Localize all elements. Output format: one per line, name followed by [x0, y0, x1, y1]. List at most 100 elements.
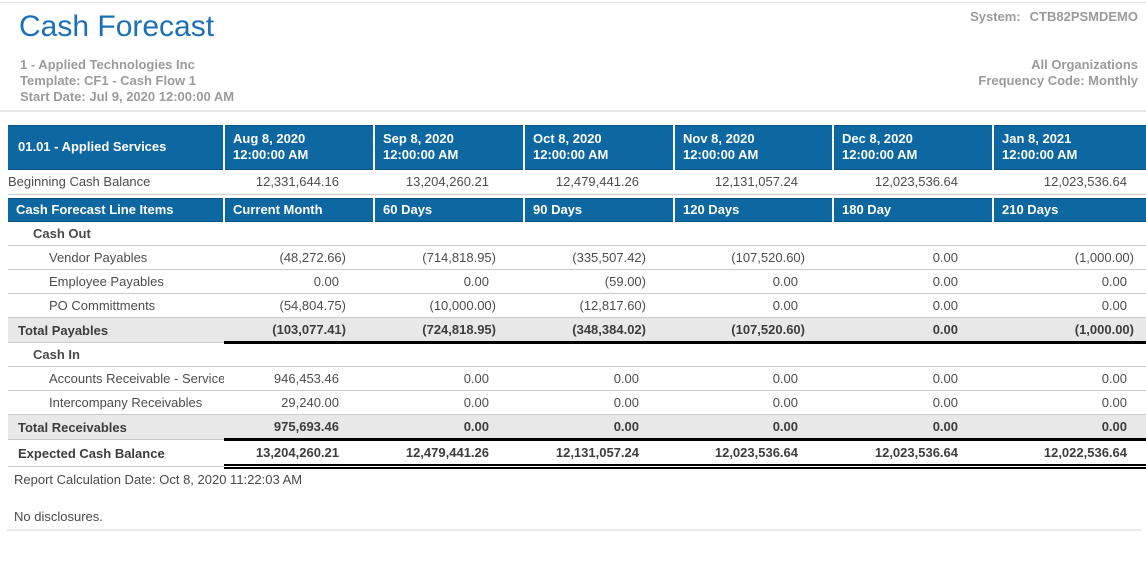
period-date: Sep 8, 2020 — [383, 131, 454, 146]
cell-value: (107,520.60) — [674, 317, 833, 344]
cell-value: 0.00 — [674, 366, 833, 391]
cell-value: 0.00 — [674, 414, 833, 441]
cell-value: 0.00 — [374, 414, 524, 441]
line-item-row: Cash Out — [8, 221, 1146, 246]
cell-value: 0.00 — [833, 293, 993, 318]
cell-value: 0.00 — [993, 390, 1146, 415]
cell-value: 0.00 — [993, 293, 1146, 318]
period-time: 12:00:00 AM — [1002, 147, 1078, 162]
system-value: CTB82PSMDEMO — [1029, 9, 1138, 24]
top-divider — [0, 2, 1146, 3]
period-column-header: Aug 8, 2020 12:00:00 AM — [223, 125, 374, 170]
cell-value: 0.00 — [833, 317, 993, 344]
cell-value: 975,693.46 — [224, 414, 374, 441]
cell-value: (714,818.95) — [374, 245, 524, 270]
cell-value: 0.00 — [674, 390, 833, 415]
line-item-row: Accounts Receivable - Service 946,453.46 0… — [8, 366, 1146, 391]
cell-value: 12,023,536.64 — [833, 439, 993, 469]
line-item-row: Cash In — [8, 342, 1146, 367]
cell-value: 0.00 — [524, 414, 674, 441]
period-time: 12:00:00 AM — [533, 147, 609, 162]
cell-value: 0.00 — [524, 390, 674, 415]
line-item-row: Total Receivables 975,693.46 0.00 0.00 0.00 0… — [8, 414, 1146, 441]
period-time: 12:00:00 AM — [233, 147, 309, 162]
group-header-cell: 01.01 - Applied Services — [8, 125, 224, 170]
page-title: Cash Forecast — [19, 10, 215, 43]
period-time: 12:00:00 AM — [383, 147, 459, 162]
column-header-120-days: 120 Days — [673, 198, 833, 222]
system-line: System: CTB82PSMDEMO — [970, 9, 1138, 25]
cell-value: 0.00 — [674, 269, 833, 294]
bottom-divider — [7, 529, 1141, 531]
cell-value: 12,331,644.16 — [224, 169, 374, 195]
cell-value: (59.00) — [524, 269, 674, 294]
cell-value: 0.00 — [993, 366, 1146, 391]
column-header-60-days: 60 Days — [373, 198, 524, 222]
line-items-table: Cash Forecast Line Items Current Month 6… — [8, 198, 1146, 469]
cell-value: (107,520.60) — [674, 245, 833, 270]
start-date-line: Start Date: Jul 9, 2020 12:00:00 AM — [20, 89, 235, 104]
row-label: Expected Cash Balance — [8, 439, 224, 467]
frequency-line: Frequency Code: Monthly — [978, 73, 1138, 88]
report-subtitle-block: 1 - Applied Technologies Inc Template: C… — [20, 57, 234, 105]
cell-value — [524, 342, 674, 367]
row-label: Employee Payables — [8, 269, 224, 294]
period-header-row: 01.01 - Applied Services Aug 8, 2020 12:… — [8, 125, 1146, 170]
cell-value: 0.00 — [833, 366, 993, 391]
period-table: 01.01 - Applied Services Aug 8, 2020 12:… — [8, 125, 1146, 195]
cell-value — [224, 342, 374, 367]
beginning-balance-row: Beginning Cash Balance 12,331,644.16 13,… — [8, 169, 1146, 195]
disclosures-note: No disclosures. — [14, 509, 103, 524]
row-label: Beginning Cash Balance — [8, 169, 224, 195]
period-column-header: Sep 8, 2020 12:00:00 AM — [373, 125, 524, 170]
period-date: Aug 8, 2020 — [233, 131, 306, 146]
period-column-header: Oct 8, 2020 12:00:00 AM — [523, 125, 674, 170]
period-date: Nov 8, 2020 — [683, 131, 755, 146]
cell-value — [224, 221, 374, 246]
cell-value — [993, 221, 1146, 246]
cell-value: 13,204,260.21 — [374, 169, 524, 195]
column-header-90-days: 90 Days — [523, 198, 674, 222]
row-label: Cash Out — [8, 221, 224, 246]
column-header-210-days: 210 Days — [992, 198, 1146, 222]
period-time: 12:00:00 AM — [683, 147, 759, 162]
cell-value: 0.00 — [524, 366, 674, 391]
cell-value — [833, 342, 993, 367]
company-line: 1 - Applied Technologies Inc — [20, 57, 195, 72]
cell-value: 0.00 — [374, 366, 524, 391]
cell-value: (335,507.42) — [524, 245, 674, 270]
row-label: Total Receivables — [8, 414, 224, 440]
period-date: Oct 8, 2020 — [533, 131, 602, 146]
cell-value: 0.00 — [993, 269, 1146, 294]
cell-value: 0.00 — [833, 269, 993, 294]
line-item-row: PO Committments (54,804.75) (10,000.00) (12… — [8, 293, 1146, 318]
cell-value: 0.00 — [833, 390, 993, 415]
period-column-header: Dec 8, 2020 12:00:00 AM — [832, 125, 993, 170]
period-column-header: Nov 8, 2020 12:00:00 AM — [673, 125, 833, 170]
cell-value: 0.00 — [833, 414, 993, 441]
cell-value: (48,272.66) — [224, 245, 374, 270]
report-scope-block: All Organizations Frequency Code: Monthl… — [978, 57, 1138, 89]
forecast-table: 01.01 - Applied Services Aug 8, 2020 12:… — [8, 125, 1146, 469]
cell-value: 12,131,057.24 — [674, 169, 833, 195]
cell-value: (724,818.95) — [374, 317, 524, 344]
row-label: Intercompany Receivables — [8, 390, 224, 415]
cell-value — [674, 221, 833, 246]
cell-value: 12,479,441.26 — [524, 169, 674, 195]
cell-value: 0.00 — [374, 390, 524, 415]
row-label: Vendor Payables — [8, 245, 224, 270]
cell-value: 0.00 — [374, 269, 524, 294]
row-label: Accounts Receivable - Service — [8, 366, 224, 391]
line-item-row: Employee Payables 0.00 0.00 (59.00) 0.00 0.00… — [8, 269, 1146, 294]
cell-value: 0.00 — [833, 245, 993, 270]
cell-value — [993, 342, 1146, 367]
line-items-header-cell: Cash Forecast Line Items — [8, 198, 224, 222]
cell-value: 946,453.46 — [224, 366, 374, 391]
cell-value: (10,000.00) — [374, 293, 524, 318]
cell-value: (54,804.75) — [224, 293, 374, 318]
cell-value: 12,131,057.24 — [524, 439, 674, 469]
cell-value — [374, 221, 524, 246]
cell-value: (1,000.00) — [993, 245, 1146, 270]
cell-value: 12,023,536.64 — [993, 169, 1146, 195]
